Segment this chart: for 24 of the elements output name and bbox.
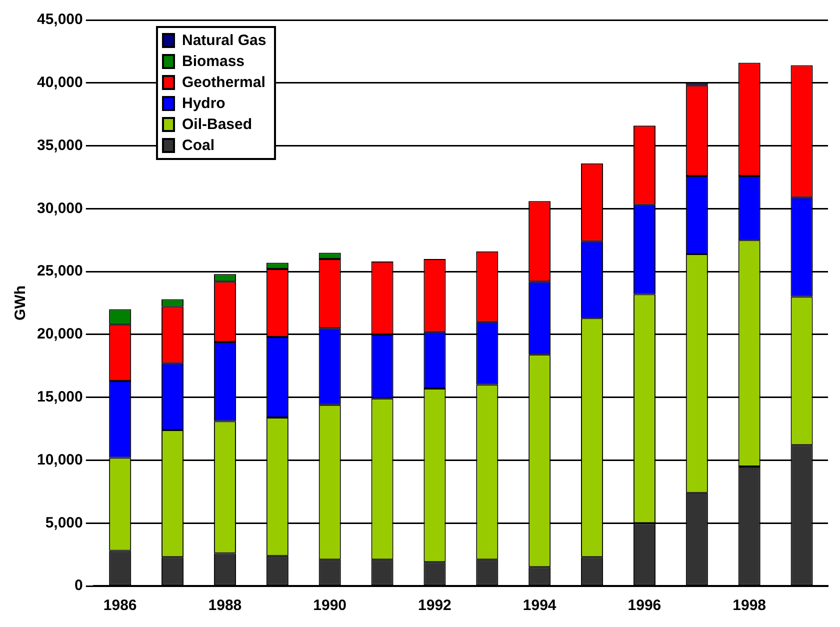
y-tick-label: 10,000: [36, 451, 83, 468]
legend-label: Hydro: [182, 94, 226, 114]
x-tick-label: 1988: [208, 597, 242, 614]
y-tick-label: 20,000: [36, 326, 83, 343]
y-tick-label: 15,000: [36, 388, 83, 406]
y-tick-label: 30,000: [36, 200, 83, 217]
legend-label: Natural Gas: [182, 31, 266, 51]
legend-label: Coal: [182, 136, 215, 156]
y-tick-label: 0: [74, 577, 83, 594]
x-tick-label: 1998: [732, 597, 766, 614]
y-tick-label: 25,000: [36, 262, 83, 280]
y-tick-label: 40,000: [36, 74, 83, 92]
y-tick-label: 35,000: [36, 136, 83, 154]
y-tick-label: 45,000: [36, 11, 83, 28]
x-tick-label: 1992: [418, 597, 452, 614]
x-tick-label: 1996: [628, 597, 662, 614]
y-tick-label: 5,000: [45, 514, 83, 532]
x-tick-label: 1994: [522, 597, 557, 614]
y-axis-title: GWh: [12, 286, 30, 320]
legend-label: Biomass: [182, 52, 245, 72]
legend-label: Oil-Based: [182, 115, 252, 135]
x-tick-label: 1986: [103, 597, 137, 614]
legend-label: Geothermal: [182, 73, 266, 93]
x-tick-label: 1990: [313, 597, 347, 614]
